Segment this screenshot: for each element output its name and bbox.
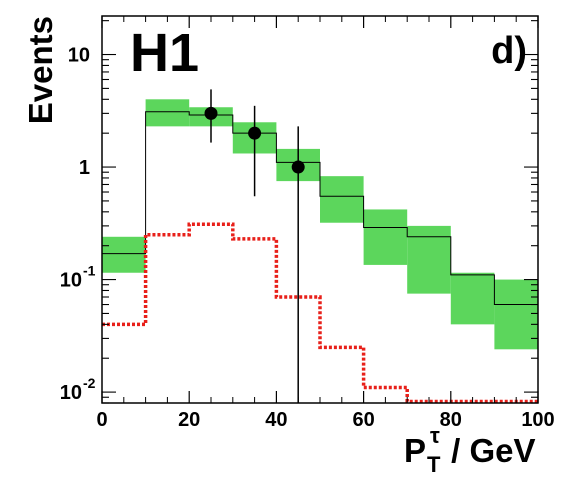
x-tick-label: 20 xyxy=(178,409,200,431)
mc-central-line xyxy=(102,111,538,306)
x-label-rest: / GeV xyxy=(442,432,536,469)
x-tick-label: 60 xyxy=(352,409,374,431)
mc-band-bin xyxy=(145,99,190,127)
data-point xyxy=(291,160,305,174)
x-tick-label: 0 xyxy=(96,409,107,431)
x-label-subscript: T xyxy=(427,452,441,477)
mc-prediction-histogram xyxy=(102,111,538,306)
data-point xyxy=(204,106,218,120)
x-tick-label: 100 xyxy=(521,409,554,431)
data-point xyxy=(248,126,262,140)
mc-band-bin xyxy=(102,236,146,273)
mc-band-bin xyxy=(407,225,451,294)
y-tick-label: 10 xyxy=(68,45,90,67)
x-tick-label: 80 xyxy=(440,409,462,431)
data-points xyxy=(204,89,305,403)
experiment-label: H1 xyxy=(130,23,199,83)
mc-band-bin xyxy=(363,209,408,265)
mc-band-bin xyxy=(320,176,364,223)
mc-band-bin xyxy=(494,279,538,350)
x-axis-label: P T τ / GeV xyxy=(404,423,536,477)
x-tick-label: 40 xyxy=(265,409,287,431)
svg-text:P: P xyxy=(404,432,426,469)
x-label-superscript: τ xyxy=(430,423,440,448)
y-axis-label: Events xyxy=(22,16,59,124)
panel-label: d) xyxy=(491,30,527,72)
y-tick-label: 1 xyxy=(79,157,90,179)
y-tick-exponent: -2 xyxy=(83,375,96,391)
y-tick-label: 10 xyxy=(60,270,82,292)
y-tick-exponent: -1 xyxy=(83,263,96,279)
x-label-base: P xyxy=(404,432,426,469)
mc-band-bin xyxy=(450,272,495,325)
y-tick-label: 10 xyxy=(60,382,82,404)
